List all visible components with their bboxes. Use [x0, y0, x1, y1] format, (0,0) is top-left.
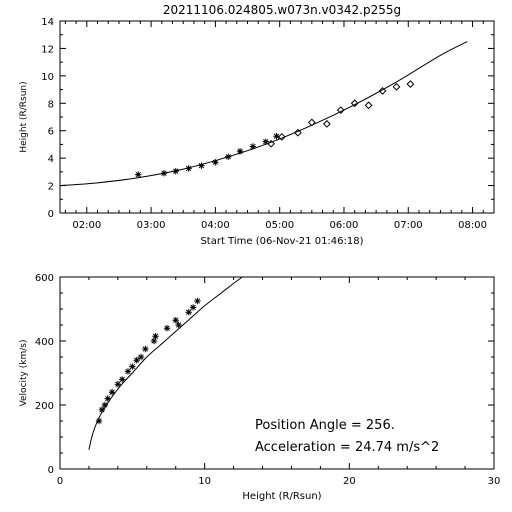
chart-title: 20211106.024805.w073n.v0342.p255g: [163, 3, 401, 17]
data-point-asterisk: [129, 363, 136, 370]
x-tick-label: 10: [198, 476, 211, 487]
data-point-asterisk: [262, 138, 269, 145]
data-point-asterisk: [104, 395, 111, 402]
data-point-asterisk: [249, 143, 257, 150]
y-tick-label: 600: [35, 273, 54, 284]
data-point-asterisk: [163, 325, 171, 332]
data-point-diamond: [336, 106, 345, 115]
data-point-asterisk: [108, 389, 116, 396]
data-point-diamond: [364, 101, 373, 110]
data-point-asterisk: [114, 381, 122, 388]
x-tick-label: 08:00: [458, 220, 487, 231]
data-point-asterisk: [101, 401, 109, 409]
y-tick-label: 8: [48, 99, 54, 110]
velocity-height-panel: 0 200 400 600 0 10 20 30 Height (R/Rsun) Veloci…: [19, 273, 500, 502]
x-tick-label: 03:00: [137, 220, 166, 231]
height-time-ylabel: Height (R/Rsun): [19, 81, 29, 152]
fit-curve: [88, 277, 243, 450]
fit-curve: [59, 41, 468, 187]
data-point-diamond: [350, 99, 359, 108]
velocity-height-ylabel: Velocity (km/s): [19, 340, 29, 407]
x-tick-label: 04:00: [201, 220, 230, 231]
data-point-diamond: [378, 87, 387, 95]
height-time-xlabel: Start Time (06-Nov-21 01:46:18): [200, 236, 363, 247]
y-tick-label: 400: [35, 337, 54, 348]
y-tick-label: 10: [41, 72, 54, 83]
data-point-asterisk: [142, 345, 149, 353]
data-point-asterisk: [189, 304, 197, 311]
y-tick-label: 12: [41, 44, 54, 55]
data-point-asterisk: [119, 376, 126, 383]
velocity-height-marks: 0 200 400 600 0 10 20 30: [35, 273, 500, 487]
data-point-asterisk: [95, 417, 103, 425]
data-point-asterisk: [198, 162, 205, 169]
x-tick-label: 0: [57, 476, 63, 487]
x-tick-label: 06:00: [330, 220, 359, 231]
x-tick-label: 20: [343, 476, 356, 487]
y-tick-label: 6: [48, 127, 54, 138]
height-time-panel: 0 2 4 6 8 10 12 14 02:00 03:00 04:00 05:00 06:00 07:0…: [19, 17, 495, 247]
y-tick-label: 14: [41, 17, 54, 28]
data-point-diamond: [277, 132, 286, 141]
data-point-asterisk: [273, 133, 280, 140]
y-tick-label: 200: [35, 401, 54, 412]
data-point-asterisk: [150, 337, 158, 345]
data-point-diamond: [293, 128, 302, 137]
acceleration-annotation: Acceleration = 24.74 m/s^2: [255, 440, 439, 455]
data-point-diamond: [406, 80, 415, 88]
data-point-asterisk: [185, 165, 192, 172]
x-tick-label: 02:00: [72, 220, 101, 231]
x-tick-label: 30: [488, 476, 501, 487]
data-point-asterisk: [185, 309, 192, 316]
data-point-asterisk: [135, 171, 142, 178]
data-point-asterisk: [98, 406, 106, 413]
position-angle-annotation: Position Angle = 256.: [255, 418, 395, 433]
data-point-asterisk: [175, 321, 182, 329]
velocity-height-xlabel: Height (R/Rsun): [242, 491, 321, 502]
y-tick-label: 2: [48, 182, 54, 193]
data-point-asterisk: [212, 159, 219, 166]
data-point-asterisk: [133, 357, 140, 364]
y-tick-label: 0: [48, 209, 54, 220]
x-tick-label: 05:00: [265, 220, 294, 231]
data-point-asterisk: [236, 148, 244, 155]
data-point-diamond: [322, 119, 331, 128]
height-time-marks: 0 2 4 6 8 10 12 14 02:00 03:00 04:00 05:00 06:00 07:0…: [41, 17, 495, 231]
y-tick-label: 4: [48, 154, 54, 165]
data-point-asterisk: [152, 333, 159, 340]
y-tick-label: 0: [48, 465, 54, 476]
data-point-asterisk: [124, 368, 132, 375]
data-point-diamond: [392, 82, 401, 91]
data-point-asterisk: [172, 317, 179, 324]
data-point-asterisk: [194, 297, 201, 305]
x-tick-label: 07:00: [394, 220, 423, 231]
data-point-asterisk: [137, 353, 145, 361]
